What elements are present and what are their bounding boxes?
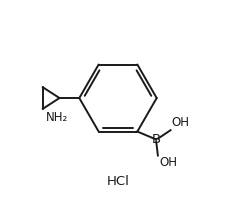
Text: HCl: HCl: [107, 175, 129, 188]
Text: OH: OH: [172, 116, 190, 129]
Text: B: B: [152, 133, 161, 146]
Text: NH₂: NH₂: [46, 111, 69, 124]
Text: OH: OH: [159, 156, 177, 170]
